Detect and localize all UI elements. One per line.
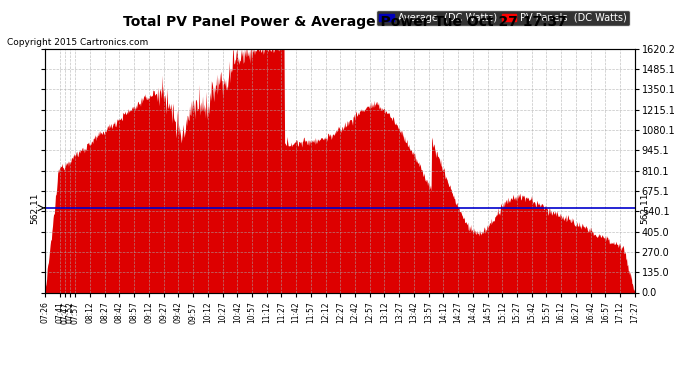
- Text: 562.11: 562.11: [30, 192, 39, 224]
- Text: 562.11: 562.11: [641, 192, 650, 224]
- Text: Copyright 2015 Cartronics.com: Copyright 2015 Cartronics.com: [7, 38, 148, 47]
- Legend: Average  (DC Watts), PV Panels  (DC Watts): Average (DC Watts), PV Panels (DC Watts): [377, 10, 630, 26]
- Text: Total PV Panel Power & Average Power Tue Oct 27 17:37: Total PV Panel Power & Average Power Tue…: [123, 15, 567, 29]
